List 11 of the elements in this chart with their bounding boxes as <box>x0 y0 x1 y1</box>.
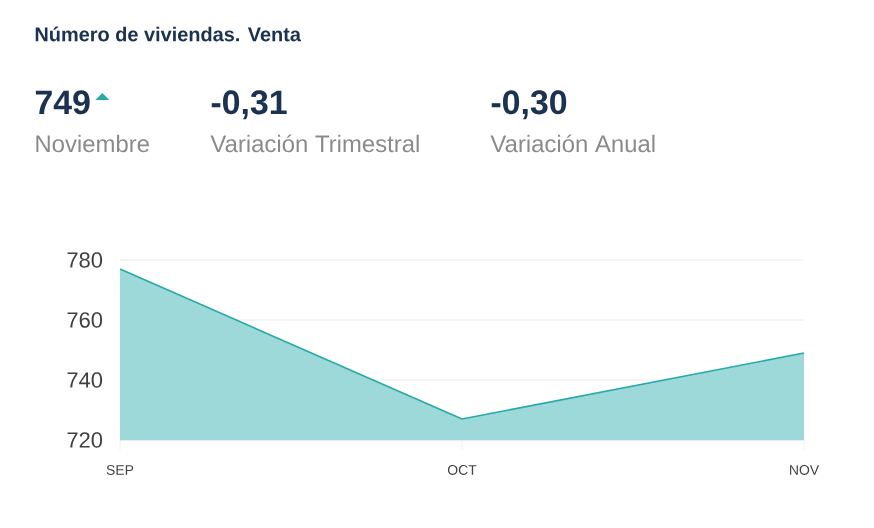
y-tick-label: 720 <box>67 432 103 448</box>
y-tick-label: 760 <box>67 312 103 328</box>
y-tick-label: 740 <box>67 372 103 388</box>
y-tick-label: 780 <box>67 252 103 268</box>
text: Noviembre <box>36 134 149 153</box>
text: 749 <box>35 90 90 115</box>
text: -0,30 <box>491 90 567 120</box>
text: Variación Trimestral <box>210 134 419 153</box>
chart-title: Número de viviendas. Venta <box>35 26 302 42</box>
text: Variación Anual <box>490 134 655 153</box>
text: -0,31 <box>211 90 287 120</box>
